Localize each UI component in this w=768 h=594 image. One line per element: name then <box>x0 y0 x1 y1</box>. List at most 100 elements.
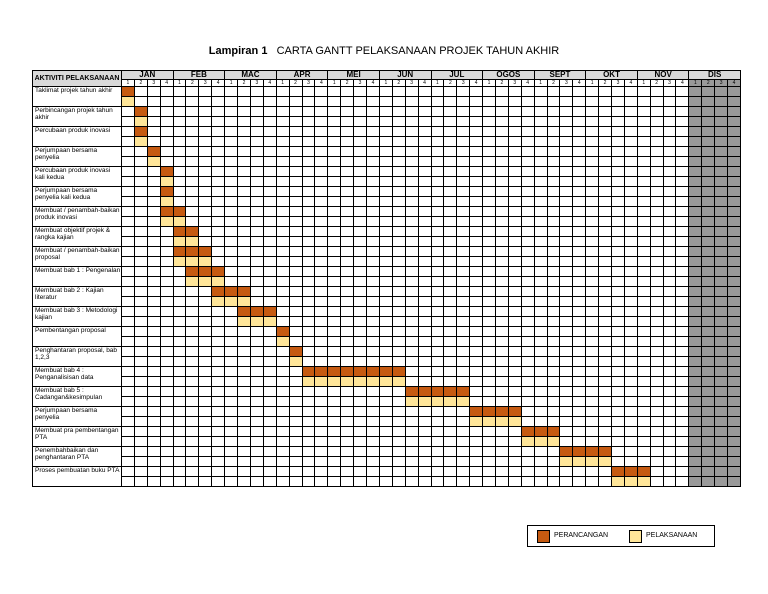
grid-cell <box>714 466 729 477</box>
grid-cell <box>275 226 290 237</box>
grid-cell <box>146 186 161 197</box>
grid-cell <box>520 296 535 307</box>
grid-cell <box>430 346 445 357</box>
grid-cell <box>185 136 200 147</box>
grid-cell <box>185 386 200 397</box>
grid-cell <box>533 106 548 117</box>
grid-cell <box>288 336 303 347</box>
grid-cell <box>507 396 522 407</box>
grid-cell <box>327 116 342 127</box>
grid-cell <box>533 316 548 327</box>
grid-cell <box>611 396 625 407</box>
week-number: 1 <box>224 79 239 87</box>
grid-cell <box>391 186 406 197</box>
plan-bar-cell <box>585 446 600 457</box>
grid-cell <box>456 366 471 377</box>
plan-bar-cell <box>198 266 213 277</box>
grid-cell <box>611 306 625 317</box>
grid-cell <box>611 426 625 437</box>
grid-cell <box>378 346 393 357</box>
plan-bar-cell <box>121 86 135 97</box>
week-number: 3 <box>662 79 677 87</box>
grid-cell <box>636 146 651 157</box>
grid-cell <box>159 326 174 337</box>
exec-bar-cell <box>211 276 226 287</box>
grid-cell <box>727 156 741 167</box>
grid-cell <box>469 246 484 257</box>
grid-cell <box>224 376 239 387</box>
grid-cell <box>649 116 664 127</box>
grid-cell <box>636 366 651 377</box>
grid-cell <box>237 336 251 347</box>
grid-cell <box>623 366 638 377</box>
grid-cell <box>365 276 380 287</box>
grid-cell <box>546 276 561 287</box>
grid-cell <box>649 216 664 227</box>
grid-cell <box>327 136 342 147</box>
plan-bar-cell <box>404 386 419 397</box>
grid-cell <box>649 96 664 107</box>
grid-cell <box>598 136 613 147</box>
grid-cell <box>520 256 535 267</box>
grid-cell <box>533 366 548 377</box>
week-number: 3 <box>611 79 625 87</box>
grid-cell <box>340 436 355 447</box>
grid-cell <box>146 126 161 137</box>
grid-cell <box>598 116 613 127</box>
grid-cell <box>533 456 548 467</box>
grid-cell <box>417 436 432 447</box>
grid-cell <box>288 226 303 237</box>
grid-cell <box>714 216 729 227</box>
grid-cell <box>469 236 484 247</box>
grid-cell <box>249 186 264 197</box>
grid-cell <box>443 236 458 247</box>
plan-bar-cell <box>159 166 174 177</box>
grid-cell <box>404 476 419 487</box>
grid-cell <box>391 156 406 167</box>
legend-swatch-pelaksanaan <box>629 530 642 543</box>
grid-cell <box>391 136 406 147</box>
activity-column-header: AKTIVITI PELAKSANAAN <box>32 70 122 87</box>
grid-cell <box>365 306 380 317</box>
grid-cell <box>714 86 729 97</box>
grid-cell <box>585 226 600 237</box>
grid-cell <box>611 286 625 297</box>
grid-cell <box>133 156 148 167</box>
grid-cell <box>701 266 716 277</box>
grid-cell <box>211 476 226 487</box>
grid-cell <box>198 186 213 197</box>
grid-cell <box>198 336 213 347</box>
grid-cell <box>546 356 561 367</box>
grid-cell <box>417 196 432 207</box>
grid-cell <box>443 206 458 217</box>
grid-cell <box>340 476 355 487</box>
grid-cell <box>262 126 277 137</box>
grid-cell <box>404 316 419 327</box>
grid-cell <box>237 156 251 167</box>
grid-cell <box>391 356 406 367</box>
grid-cell <box>301 226 316 237</box>
grid-cell <box>559 396 574 407</box>
grid-cell <box>172 106 187 117</box>
grid-cell <box>340 296 355 307</box>
grid-cell <box>378 466 393 477</box>
grid-cell <box>714 166 729 177</box>
exec-bar-cell <box>262 316 277 327</box>
exec-bar-cell <box>172 256 187 267</box>
grid-cell <box>391 236 406 247</box>
grid-cell <box>288 256 303 267</box>
grid-cell <box>443 316 458 327</box>
grid-cell <box>340 306 355 317</box>
grid-cell <box>623 416 638 427</box>
grid-cell <box>237 356 251 367</box>
grid-cell <box>546 256 561 267</box>
grid-cell <box>507 186 522 197</box>
grid-cell <box>159 306 174 317</box>
grid-cell <box>533 336 548 347</box>
grid-cell <box>649 186 664 197</box>
grid-cell <box>172 346 187 357</box>
grid-cell <box>701 326 716 337</box>
grid-cell <box>585 346 600 357</box>
grid-cell <box>598 196 613 207</box>
grid-cell <box>623 446 638 457</box>
